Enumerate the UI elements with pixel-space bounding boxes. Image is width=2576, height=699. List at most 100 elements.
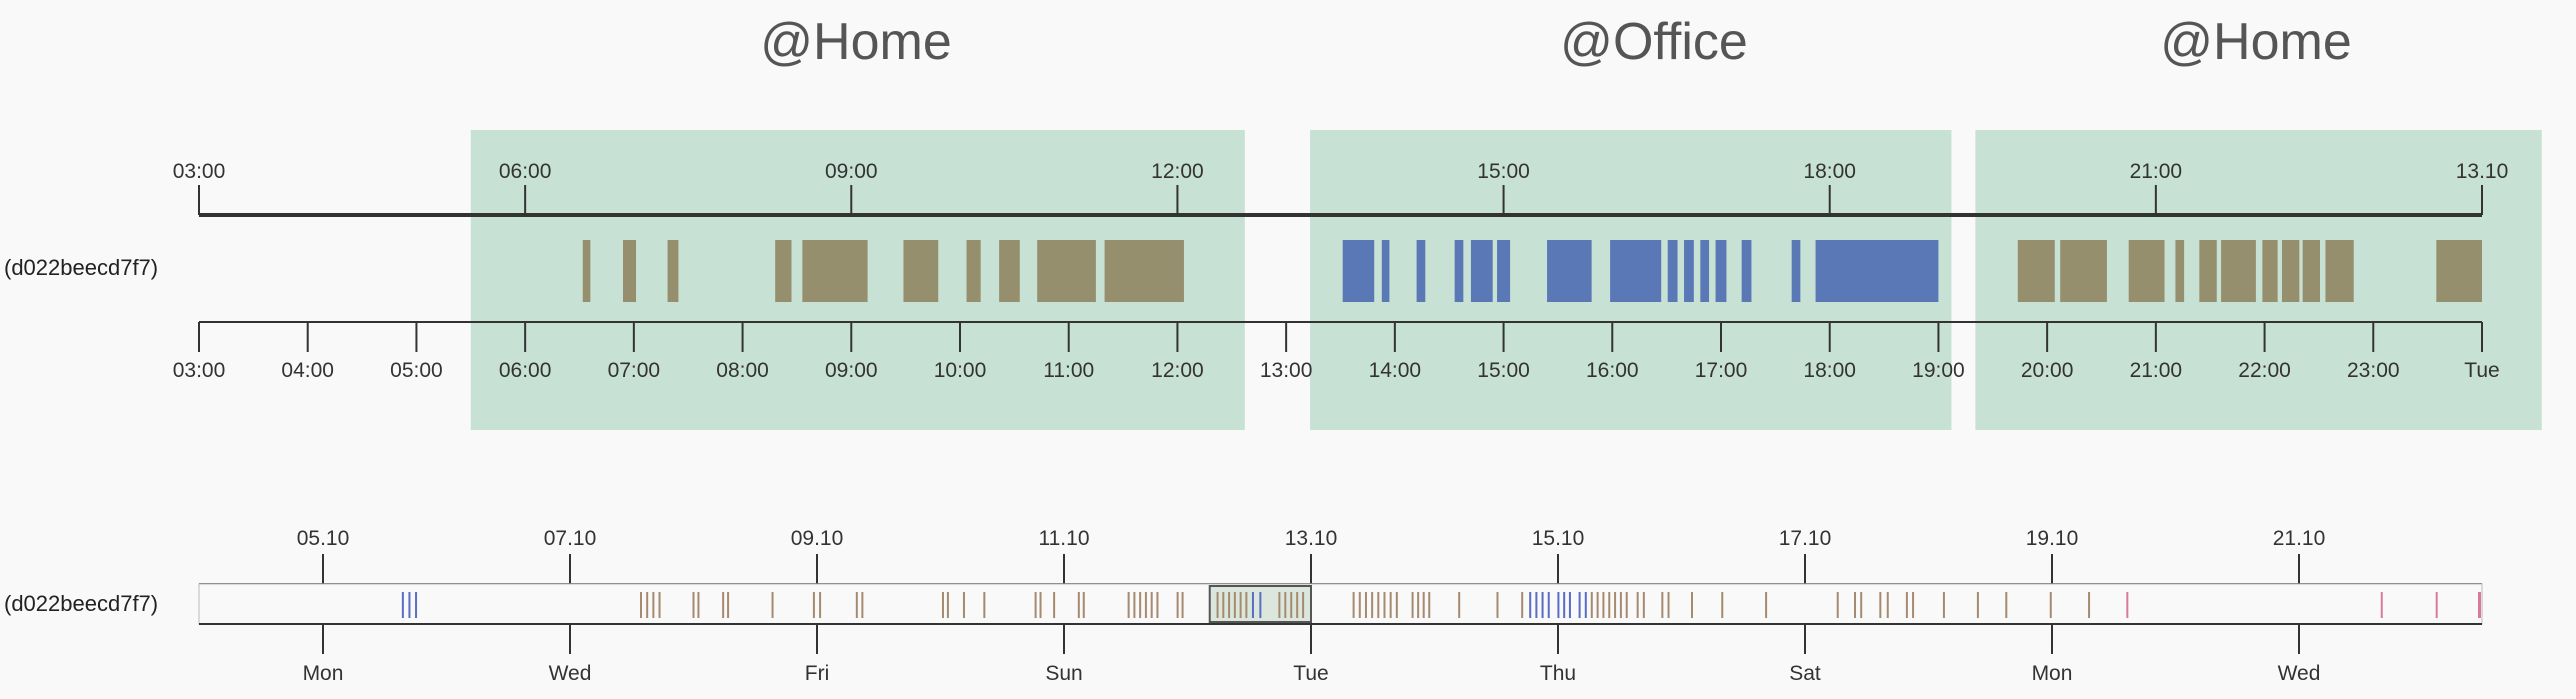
tick-label: Wed <box>2278 662 2321 685</box>
office-activity-bar[interactable] <box>1610 240 1662 302</box>
overview-office-mark <box>1578 592 1581 618</box>
home-activity-bar[interactable] <box>582 240 591 302</box>
overview-home-mark <box>1422 592 1425 618</box>
overview-office-mark <box>401 592 404 618</box>
tick-label: 16:00 <box>1586 359 1639 382</box>
tick-label: 18:00 <box>1803 359 1856 382</box>
home-activity-bar[interactable] <box>2199 240 2217 302</box>
overview-bottom-axis: Mon Wed Fri Sun Tue Thu Sat Mon Wed <box>199 623 2482 685</box>
overview-office-mark <box>408 592 411 618</box>
office-activity-bar[interactable] <box>1454 240 1464 302</box>
home-activity-bar[interactable] <box>999 240 1020 302</box>
tick-label: 09.10 <box>791 527 844 550</box>
home-activity-bar[interactable] <box>2281 240 2300 302</box>
detail-bottom-axis: 03:00 04:00 05:00 06:00 07:00 08:00 09:00 10:00… <box>173 321 2500 382</box>
tick-label: 19.10 <box>2026 527 2079 550</box>
home-activity-bar[interactable] <box>1037 240 1096 302</box>
overview-device-label: (d022beecd7f7) <box>4 591 158 616</box>
home-activity-bar[interactable] <box>667 240 679 302</box>
overview-office-mark <box>1557 592 1560 618</box>
overview-home-mark <box>1039 592 1042 618</box>
overview-home-mark <box>1625 592 1628 618</box>
office-activity-bar[interactable] <box>1684 240 1694 302</box>
home-activity-bar[interactable] <box>2128 240 2165 302</box>
home-activity-bar[interactable] <box>1104 240 1184 302</box>
overview-home-mark <box>1636 592 1639 618</box>
overview-office-mark <box>1535 592 1538 618</box>
overview-home-mark <box>1765 592 1768 618</box>
office-activity-bar[interactable] <box>1741 240 1752 302</box>
tick-label: 03:00 <box>173 160 226 183</box>
home-activity-bar[interactable] <box>802 240 868 302</box>
office-activity-bar[interactable] <box>1416 240 1426 302</box>
overview-home-mark <box>1879 592 1882 618</box>
overview-home-mark <box>658 592 661 618</box>
home-activity-bar[interactable] <box>2262 240 2278 302</box>
tick-label: 11.10 <box>1039 527 1090 550</box>
office-activity-bar[interactable] <box>1700 240 1710 302</box>
overview-home-mark <box>1614 592 1617 618</box>
tick-label: 04:00 <box>281 359 334 382</box>
overview-office-mark <box>1568 592 1571 618</box>
home-activity-bar[interactable] <box>2017 240 2055 302</box>
tick-label: 23:00 <box>2347 359 2400 382</box>
office-activity-bar[interactable] <box>1791 240 1801 302</box>
overview-home-mark <box>1596 592 1599 618</box>
tick-label: 14:00 <box>1369 359 1422 382</box>
tick-label: 13.10 <box>1285 527 1338 550</box>
home-activity-bar[interactable] <box>903 240 939 302</box>
overview-home-mark <box>1290 592 1293 618</box>
overview-home-mark <box>983 592 986 618</box>
home-activity-bar[interactable] <box>622 240 637 302</box>
tick-label: 03:00 <box>173 359 226 382</box>
tick-label: 12:00 <box>1151 160 1204 183</box>
overview-home-mark <box>1278 592 1281 618</box>
overview-home-mark <box>1721 592 1724 618</box>
overview-track[interactable] <box>198 583 2483 625</box>
home-activity-bar[interactable] <box>775 240 792 302</box>
overview-home-mark <box>1377 592 1380 618</box>
overview-home-mark <box>1053 592 1056 618</box>
overview-home-mark <box>1352 592 1355 618</box>
overview-home-mark <box>771 592 774 618</box>
home-activity-bar[interactable] <box>2325 240 2354 302</box>
tick-label: Mon <box>303 662 344 685</box>
overview-home-mark <box>1077 592 1080 618</box>
overview-home-mark <box>941 592 944 618</box>
overview-home-mark <box>855 592 858 618</box>
office-activity-bar[interactable] <box>1815 240 1939 302</box>
home-activity-bar[interactable] <box>2302 240 2321 302</box>
overview-home-mark <box>1228 592 1231 618</box>
overview-home-mark <box>946 592 949 618</box>
overview-office-mark <box>415 592 418 618</box>
overview-office-mark <box>1541 592 1544 618</box>
tick-label: Thu <box>1540 662 1576 685</box>
tick-label: 17.10 <box>1779 527 1832 550</box>
home-activity-bar[interactable] <box>2436 240 2482 302</box>
overview-home-mark <box>652 592 655 618</box>
office-activity-bar[interactable] <box>1470 240 1493 302</box>
office-activity-bar[interactable] <box>1381 240 1390 302</box>
home-activity-bar[interactable] <box>2175 240 2185 302</box>
overview-home-mark <box>1458 592 1461 618</box>
home-activity-bar[interactable] <box>2221 240 2256 302</box>
office-activity-bar[interactable] <box>1667 240 1678 302</box>
office-activity-bar[interactable] <box>1342 240 1375 302</box>
overview-home-mark <box>819 592 822 618</box>
tick-label: 12:00 <box>1151 359 1204 382</box>
office-activity-bar[interactable] <box>1497 240 1511 302</box>
office-activity-bar[interactable] <box>1547 240 1592 302</box>
overview-home-mark <box>1860 592 1863 618</box>
overview-home-mark <box>1156 592 1159 618</box>
overview-home-mark <box>1181 592 1184 618</box>
overview-home-mark <box>1942 592 1945 618</box>
location-label-office: @Office <box>1560 13 1748 71</box>
tick-label: 09:00 <box>825 160 878 183</box>
tick-label: Mon <box>2032 662 2073 685</box>
home-activity-bar[interactable] <box>2060 240 2107 302</box>
overview-home-mark <box>1222 592 1225 618</box>
office-activity-bar[interactable] <box>1715 240 1727 302</box>
home-activity-bar[interactable] <box>966 240 981 302</box>
overview-home-mark <box>1144 592 1147 618</box>
tick-label: Tue <box>2464 359 2499 382</box>
